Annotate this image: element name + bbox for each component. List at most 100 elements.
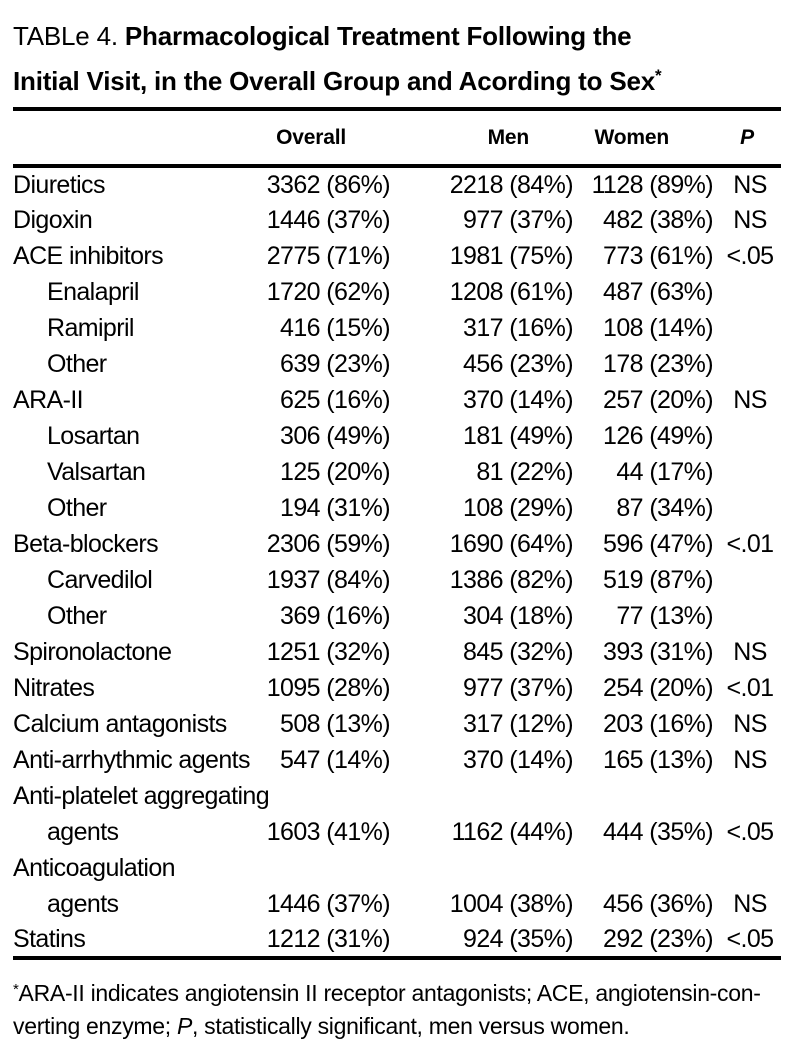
cell-overall: 2306 (59%) <box>266 529 391 558</box>
cell-men <box>390 778 573 814</box>
cell-p: <.01 <box>726 673 775 702</box>
table-row: Enalapril 1720 (62%) 1208 (61%) 487 (63%… <box>13 274 781 310</box>
cell-men: 977 (37%) <box>463 673 574 702</box>
cell-men: 81 (22%) <box>476 457 573 486</box>
row-label: agents <box>47 817 119 846</box>
cell-p: NS <box>733 637 767 666</box>
table-row: Calcium antagonists 508 (13%) 317 (12%) … <box>13 706 781 742</box>
cell-overall: 547 (14%) <box>280 745 391 774</box>
cell-p: NS <box>733 709 767 738</box>
row-label: Anticoagulation <box>13 853 176 882</box>
cell-women: 44 (17%) <box>616 457 713 486</box>
row-label: Ramipril <box>47 313 134 342</box>
row-label: Beta-blockers <box>13 529 159 558</box>
cell-women: 519 (87%) <box>603 565 714 594</box>
row-label: Other <box>47 493 107 522</box>
cell-women: 178 (23%) <box>603 349 714 378</box>
footnote-marker: * <box>13 981 19 998</box>
pharmacological-treatment-table: Overall Men Women P Diuretics 3362 (86%)… <box>13 107 781 960</box>
table-row: Diuretics 3362 (86%) 2218 (84%) 1128 (89… <box>13 166 781 202</box>
table-body: Diuretics 3362 (86%) 2218 (84%) 1128 (89… <box>13 166 781 958</box>
table-row: Other 194 (31%) 108 (29%) 87 (34%) <box>13 490 781 526</box>
cell-overall <box>263 778 390 814</box>
cell-women: 393 (31%) <box>603 637 714 666</box>
row-label: Calcium antagonists <box>13 709 227 738</box>
header-women: Women <box>573 109 713 168</box>
cell-men <box>390 850 573 886</box>
header-empty-cell <box>13 109 263 168</box>
table-row: agents 1446 (37%) 1004 (38%) 456 (36%) N… <box>13 886 781 922</box>
header-overall: Overall <box>263 109 390 168</box>
cell-p <box>713 274 781 310</box>
table-row: Beta-blockers 2306 (59%) 1690 (64%) 596 … <box>13 526 781 562</box>
table-row: Digoxin 1446 (37%) 977 (37%) 482 (38%) N… <box>13 202 781 238</box>
cell-women: 596 (47%) <box>603 529 714 558</box>
cell-overall: 639 (23%) <box>280 349 391 378</box>
cell-p <box>713 454 781 490</box>
row-label: Other <box>47 601 107 630</box>
table-row: Losartan 306 (49%) 181 (49%) 126 (49%) <box>13 418 781 454</box>
cell-p: <.05 <box>726 817 775 846</box>
cell-men: 977 (37%) <box>463 205 574 234</box>
row-label: Losartan <box>47 421 140 450</box>
cell-p <box>713 346 781 382</box>
cell-overall: 625 (16%) <box>280 385 391 414</box>
cell-p: <.05 <box>726 241 775 270</box>
cell-p: NS <box>733 205 767 234</box>
row-label: Anti-arrhythmic agents <box>13 745 251 774</box>
cell-p: <.01 <box>726 529 775 558</box>
table-row: Ramipril 416 (15%) 317 (16%) 108 (14%) <box>13 310 781 346</box>
row-label: Nitrates <box>13 673 95 702</box>
table-row: Anti-arrhythmic agents 547 (14%) 370 (14… <box>13 742 781 778</box>
cell-p <box>713 598 781 634</box>
table-row: Nitrates 1095 (28%) 977 (37%) 254 (20%) … <box>13 670 781 706</box>
row-label: Enalapril <box>47 277 139 306</box>
cell-p: NS <box>733 745 767 774</box>
cell-overall: 194 (31%) <box>280 493 391 522</box>
footnote-line2-p: P <box>176 1013 192 1039</box>
cell-p: NS <box>733 385 767 414</box>
cell-women: 203 (16%) <box>603 709 714 738</box>
cell-overall: 125 (20%) <box>280 457 391 486</box>
title-line2: Initial Visit, in the Overall Group and … <box>13 66 655 96</box>
table-row: Carvedilol 1937 (84%) 1386 (82%) 519 (87… <box>13 562 781 598</box>
row-label: Anti-platelet aggregating <box>13 781 270 810</box>
cell-overall: 1212 (31%) <box>266 924 391 953</box>
table-number-label: TABLe 4. <box>13 21 125 51</box>
cell-overall: 1937 (84%) <box>266 565 391 594</box>
cell-p <box>713 490 781 526</box>
cell-women: 456 (36%) <box>603 889 714 918</box>
cell-overall <box>263 850 390 886</box>
cell-women: 126 (49%) <box>603 421 714 450</box>
cell-overall: 1095 (28%) <box>266 673 391 702</box>
cell-men: 924 (35%) <box>463 924 574 953</box>
cell-overall: 369 (16%) <box>280 601 391 630</box>
cell-p <box>713 310 781 346</box>
table-title: TABLe 4. Pharmacological Treatment Follo… <box>13 16 781 101</box>
cell-men: 1981 (75%) <box>449 241 574 270</box>
cell-women: 77 (13%) <box>616 601 713 630</box>
cell-overall: 2775 (71%) <box>266 241 391 270</box>
row-label: Spironolactone <box>13 637 172 666</box>
table-row: agents 1603 (41%) 1162 (44%) 444 (35%) <… <box>13 814 781 850</box>
table-row: Statins 1212 (31%) 924 (35%) 292 (23%) <… <box>13 922 781 958</box>
cell-women: 482 (38%) <box>603 205 714 234</box>
cell-men: 1004 (38%) <box>449 889 574 918</box>
cell-overall: 1251 (32%) <box>266 637 391 666</box>
cell-women: 254 (20%) <box>603 673 714 702</box>
cell-men: 181 (49%) <box>463 421 574 450</box>
row-label: ACE inhibitors <box>13 241 164 270</box>
cell-men: 2218 (84%) <box>449 170 574 199</box>
cell-women <box>573 778 713 814</box>
cell-men: 456 (23%) <box>463 349 574 378</box>
cell-women <box>573 850 713 886</box>
cell-overall: 1446 (37%) <box>266 205 391 234</box>
footnote-line2-pre: verting enzyme; <box>13 1013 177 1039</box>
cell-women: 773 (61%) <box>603 241 714 270</box>
header-men: Men <box>390 109 573 168</box>
cell-p: NS <box>733 889 767 918</box>
cell-overall: 1446 (37%) <box>266 889 391 918</box>
cell-p <box>713 778 781 814</box>
cell-overall: 306 (49%) <box>280 421 391 450</box>
cell-women: 1128 (89%) <box>591 170 714 199</box>
